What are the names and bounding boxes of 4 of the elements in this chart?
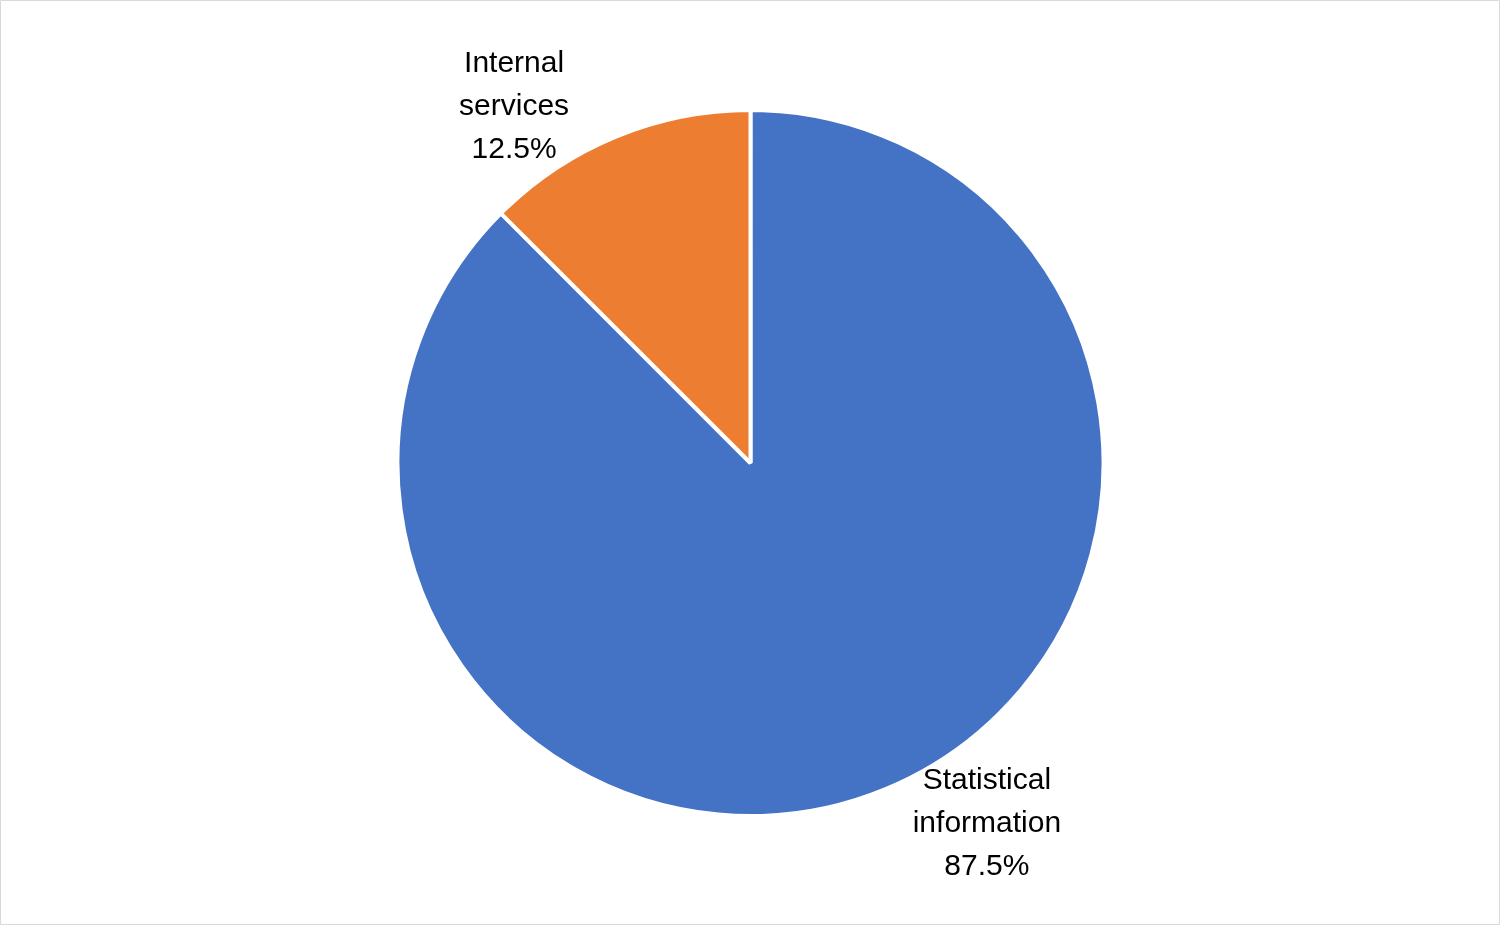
data-label: 87.5% — [944, 848, 1030, 882]
data-label: 12.5% — [471, 130, 557, 164]
slice-label: Statistical information — [912, 762, 1062, 839]
slice-label: Internal services — [459, 44, 570, 121]
